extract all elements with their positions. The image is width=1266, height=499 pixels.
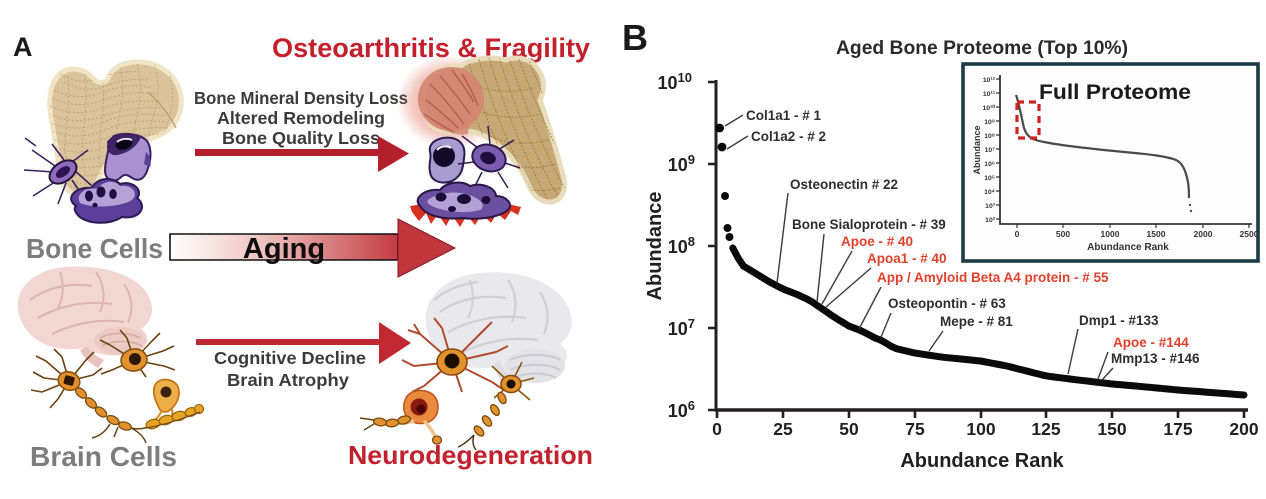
svg-text:10⁶: 10⁶ <box>984 161 995 168</box>
svg-text:10⁹: 10⁹ <box>984 119 995 126</box>
svg-text:Apoa1 - # 40: Apoa1 - # 40 <box>867 251 947 266</box>
svg-text:Cognitive Decline: Cognitive Decline <box>214 348 366 368</box>
svg-text:Bone Sialoprotein - # 39: Bone Sialoprotein - # 39 <box>792 217 946 232</box>
svg-text:10¹²: 10¹² <box>983 77 996 84</box>
svg-text:100: 100 <box>966 419 995 439</box>
svg-text:0: 0 <box>1015 229 1020 239</box>
svg-text:50: 50 <box>839 419 859 439</box>
svg-text:Aging: Aging <box>243 233 325 265</box>
svg-text:10⁸: 10⁸ <box>984 133 995 140</box>
svg-text:Bone Quality Loss: Bone Quality Loss <box>222 128 380 148</box>
svg-text:Osteopontin - # 63: Osteopontin - # 63 <box>888 296 1006 311</box>
svg-text:Col1a1 - # 1: Col1a1 - # 1 <box>746 108 822 123</box>
svg-text:2000: 2000 <box>1194 229 1213 239</box>
svg-text:Dmp1 - #133: Dmp1 - #133 <box>1079 313 1159 328</box>
svg-text:106: 106 <box>668 398 695 421</box>
svg-text:Osteonectin # 22: Osteonectin # 22 <box>790 177 898 192</box>
svg-text:10⁷: 10⁷ <box>985 147 996 154</box>
svg-text:10¹⁰: 10¹⁰ <box>982 104 995 112</box>
svg-text:Bone Mineral Density Loss: Bone Mineral Density Loss <box>194 88 408 108</box>
svg-text:1000: 1000 <box>1101 229 1120 239</box>
svg-text:1500: 1500 <box>1147 229 1166 239</box>
svg-text:75: 75 <box>905 419 925 439</box>
svg-text:10⁴: 10⁴ <box>984 189 995 196</box>
svg-text:125: 125 <box>1031 419 1060 439</box>
svg-text:App / Amyloid Beta A4 protein: App / Amyloid Beta A4 protein - # 55 <box>877 270 1109 285</box>
svg-text:Col1a2 - # 2: Col1a2 - # 2 <box>751 129 826 144</box>
svg-text:Brain Atrophy: Brain Atrophy <box>227 370 349 390</box>
svg-text:10³: 10³ <box>985 203 996 210</box>
svg-text:10¹¹: 10¹¹ <box>983 91 996 98</box>
svg-text:200: 200 <box>1229 419 1258 439</box>
svg-text:175: 175 <box>1163 419 1192 439</box>
svg-text:0: 0 <box>712 419 722 439</box>
svg-text:2500: 2500 <box>1240 229 1259 239</box>
svg-text:Abundance Rank: Abundance Rank <box>900 450 1064 472</box>
svg-text:Mepe - # 81: Mepe - # 81 <box>940 314 1013 329</box>
svg-text:B: B <box>622 17 648 58</box>
svg-text:Mmp13 - #146: Mmp13 - #146 <box>1111 351 1200 366</box>
svg-text:Altered Remodeling: Altered Remodeling <box>217 108 385 128</box>
svg-text:Bone Cells: Bone Cells <box>26 233 163 264</box>
svg-text:25: 25 <box>773 419 793 439</box>
svg-text:Abundance: Abundance <box>972 125 982 174</box>
svg-text:A: A <box>13 32 33 62</box>
svg-text:Brain Cells: Brain Cells <box>30 441 177 472</box>
svg-text:Aged Bone Proteome (Top 10%): Aged Bone Proteome (Top 10%) <box>836 37 1128 59</box>
svg-text:Abundance Rank: Abundance Rank <box>1087 242 1169 253</box>
svg-text:500: 500 <box>1056 229 1070 239</box>
svg-text:107: 107 <box>668 316 695 339</box>
svg-text:Full Proteome: Full Proteome <box>1039 81 1191 104</box>
svg-text:Apoe - # 40: Apoe - # 40 <box>841 234 913 249</box>
svg-text:1010: 1010 <box>658 70 693 93</box>
svg-text:10⁵: 10⁵ <box>984 175 995 182</box>
svg-text:108: 108 <box>668 234 695 257</box>
svg-text:150: 150 <box>1097 419 1126 439</box>
svg-text:Apoe - #144: Apoe - #144 <box>1113 335 1189 350</box>
svg-text:Neurodegeneration: Neurodegeneration <box>348 440 593 470</box>
svg-text:Abundance: Abundance <box>644 192 666 301</box>
svg-text:10²: 10² <box>985 217 996 224</box>
svg-text:109: 109 <box>668 152 695 175</box>
